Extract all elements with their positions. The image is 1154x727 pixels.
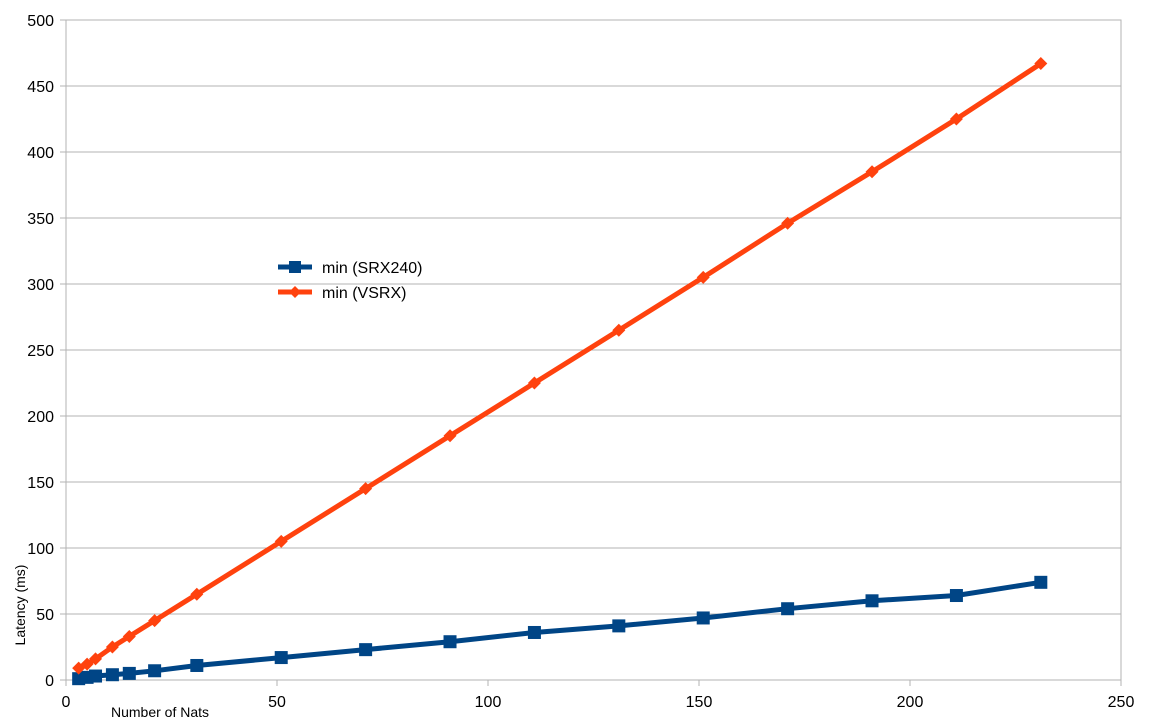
data-point-vsrx	[443, 429, 457, 443]
data-point-srx240	[190, 658, 204, 672]
data-point-srx240	[949, 589, 963, 603]
data-point-srx240	[148, 664, 162, 678]
x-tick-label: 200	[897, 694, 924, 711]
legend-marker-vsrx	[289, 286, 301, 298]
series-line-vsrx	[76, 61, 1044, 671]
data-point-srx240	[527, 625, 541, 639]
data-point-vsrx	[781, 216, 795, 230]
data-point-vsrx	[89, 652, 103, 666]
y-tick-label: 200	[27, 409, 54, 426]
data-point-srx240	[89, 669, 103, 683]
plot-frame	[65, 19, 1122, 681]
data-point-vsrx	[359, 482, 373, 496]
x-tick-label: 250	[1108, 694, 1135, 711]
data-point-vsrx	[80, 657, 94, 671]
data-point-vsrx	[105, 640, 119, 654]
axis-layer: 0 50 100 150 200 250 300 350 400 450 500 0 50 100 150 2…	[27, 13, 1134, 711]
legend: min (SRX240) min (VSRX)	[278, 260, 422, 302]
y-tick-label: 300	[27, 277, 54, 294]
data-point-srx240	[122, 666, 136, 680]
series-line-srx240	[76, 579, 1044, 682]
x-tick-label: 150	[686, 694, 713, 711]
data-point-vsrx	[696, 270, 710, 284]
y-tick-label: 350	[27, 211, 54, 228]
x-tick-label: 100	[475, 694, 502, 711]
y-tick-label: 250	[27, 343, 54, 360]
data-point-srx240	[443, 635, 457, 649]
y-tick-label: 450	[27, 79, 54, 96]
x-tick-label: 0	[62, 694, 71, 711]
y-tick-label: 100	[27, 541, 54, 558]
data-point-srx240	[865, 594, 879, 608]
y-tick-label: 0	[45, 673, 54, 690]
data-point-vsrx	[949, 112, 963, 126]
data-point-vsrx	[1034, 57, 1048, 71]
y-axis-title: Latency (ms)	[12, 565, 28, 646]
data-point-vsrx	[274, 534, 288, 548]
data-point-srx240	[359, 643, 373, 657]
legend-marker-srx240	[289, 261, 301, 273]
x-tick-label: 50	[268, 694, 286, 711]
y-tick-label: 50	[36, 607, 54, 624]
data-point-srx240	[781, 602, 795, 616]
data-point-vsrx	[190, 587, 204, 601]
data-point-srx240	[274, 651, 288, 665]
x-axis-title: Number of Nats	[111, 704, 209, 720]
y-tick-label: 150	[27, 475, 54, 492]
data-point-vsrx	[865, 165, 879, 179]
series-layer	[72, 57, 1048, 686]
legend-label-vsrx: min (VSRX)	[322, 285, 406, 302]
data-point-vsrx	[527, 376, 541, 390]
data-point-srx240	[105, 668, 119, 682]
data-point-vsrx	[612, 323, 626, 337]
data-point-srx240	[696, 611, 710, 625]
data-point-srx240	[612, 619, 626, 633]
data-point-vsrx	[148, 614, 162, 628]
y-tick-label: 500	[27, 13, 54, 30]
legend-label-srx240: min (SRX240)	[322, 260, 422, 277]
data-point-srx240	[1034, 575, 1048, 589]
y-tick-label: 400	[27, 145, 54, 162]
data-point-vsrx	[122, 629, 136, 643]
